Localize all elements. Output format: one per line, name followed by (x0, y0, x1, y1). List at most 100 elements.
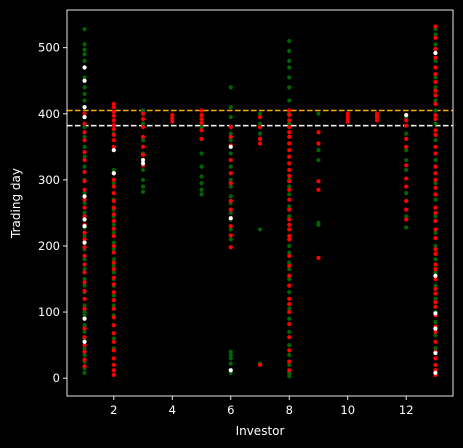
point-s1-13 (82, 230, 87, 235)
point-s1-8 (82, 187, 87, 192)
point-s1-122 (287, 253, 292, 258)
point-s0-0 (82, 27, 87, 32)
point-s0-8 (82, 91, 87, 97)
point-s2-13 (140, 161, 146, 166)
point-s1-105 (287, 130, 292, 135)
point-s1-130 (287, 335, 292, 340)
point-s0-34 (82, 323, 87, 328)
point-s0-37 (82, 346, 87, 351)
point-s1-80 (199, 116, 204, 122)
point-s0-151 (433, 85, 438, 90)
point-s1-4 (82, 150, 87, 155)
point-s1-117 (287, 217, 292, 222)
point-s1-26 (82, 343, 87, 348)
point-s0-18 (82, 190, 87, 196)
point-s2-19 (433, 273, 438, 278)
point-s0-7 (82, 85, 87, 90)
point-s2-5 (82, 217, 87, 222)
point-s1-170 (433, 144, 438, 149)
point-s1-132 (287, 359, 292, 364)
point-s1-123 (287, 263, 292, 268)
point-s2-21 (433, 326, 438, 331)
point-s0-148 (433, 42, 438, 47)
point-s1-69 (140, 116, 146, 122)
point-s1-197 (433, 362, 438, 368)
point-s1-27 (82, 349, 87, 354)
point-s1-120 (287, 233, 292, 239)
x-tick-label-6: 6 (227, 403, 234, 417)
point-s0-127 (287, 343, 292, 348)
point-s1-14 (82, 237, 87, 242)
point-s0-14 (82, 144, 87, 149)
point-s1-11 (82, 214, 87, 219)
point-s0-32 (82, 309, 87, 315)
point-s1-149 (404, 144, 409, 149)
point-s1-22 (82, 306, 87, 311)
point-s1-174 (433, 177, 438, 182)
point-s0-50 (111, 240, 116, 245)
point-s1-30 (111, 101, 116, 106)
point-s0-139 (404, 131, 409, 136)
point-s1-138 (316, 255, 321, 260)
point-s1-159 (433, 55, 438, 60)
point-s1-18 (82, 270, 87, 275)
point-s1-137 (316, 187, 321, 192)
point-s0-159 (433, 214, 438, 219)
point-s2-12 (140, 157, 146, 163)
point-s1-16 (82, 253, 87, 258)
point-s0-119 (287, 250, 292, 255)
point-s1-186 (433, 276, 438, 282)
point-s1-87 (228, 157, 233, 163)
point-s1-108 (287, 148, 292, 153)
point-s1-104 (287, 124, 292, 130)
point-s1-32 (111, 109, 116, 114)
point-s1-178 (433, 210, 438, 216)
point-s1-7 (82, 179, 87, 184)
point-s1-114 (287, 187, 292, 192)
point-s1-110 (287, 161, 292, 166)
point-s1-89 (228, 181, 233, 186)
point-s1-79 (199, 112, 204, 118)
point-s1-88 (228, 171, 233, 176)
point-s1-154 (404, 207, 409, 212)
point-s0-85 (228, 164, 233, 169)
point-s1-188 (433, 291, 438, 296)
point-s2-1 (82, 78, 87, 83)
point-s1-67 (111, 372, 116, 377)
point-s1-17 (82, 262, 87, 267)
point-s0-122 (287, 276, 292, 282)
point-s1-184 (433, 262, 438, 267)
point-s1-63 (111, 348, 116, 353)
point-s0-150 (433, 75, 438, 80)
point-s0-121 (287, 267, 292, 272)
point-s1-62 (111, 339, 116, 344)
point-s2-2 (82, 105, 87, 110)
point-s1-180 (433, 227, 438, 232)
point-s0-124 (287, 306, 292, 311)
point-s0-3 (82, 52, 87, 57)
point-s0-64 (140, 121, 146, 126)
point-s1-115 (287, 197, 292, 202)
point-s0-28 (82, 276, 87, 282)
point-s0-99 (257, 111, 263, 116)
point-s0-19 (82, 200, 87, 206)
point-s1-134 (316, 130, 321, 135)
point-s0-88 (228, 194, 233, 199)
point-s1-68 (140, 111, 146, 116)
point-s2-9 (82, 339, 87, 344)
point-s1-107 (287, 141, 292, 146)
point-s1-98 (257, 136, 263, 141)
y-tick-label-400: 400 (38, 107, 60, 121)
point-s0-134 (316, 157, 321, 163)
point-s1-82 (199, 128, 204, 133)
point-s1-70 (140, 124, 146, 130)
point-s1-152 (404, 184, 409, 189)
point-s1-148 (404, 136, 409, 141)
plot-background (67, 10, 453, 396)
point-s1-21 (82, 296, 87, 301)
point-s1-101 (287, 108, 292, 113)
point-s0-125 (287, 316, 292, 321)
point-s1-41 (111, 177, 116, 182)
point-s0-73 (199, 164, 204, 169)
point-s1-164 (433, 93, 438, 98)
